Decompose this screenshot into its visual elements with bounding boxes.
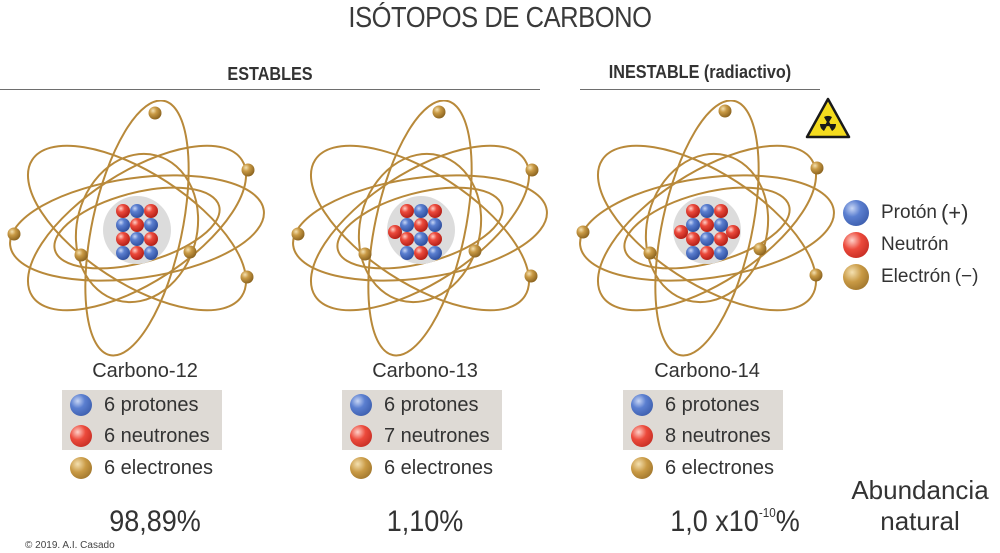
nucleus (674, 204, 740, 260)
particle-legend: Protón (+) Neutrón Electrón (−) (843, 197, 978, 293)
legend-neutron: Neutrón (843, 229, 978, 261)
page-title: ISÓTOPOS DE CARBONO (348, 2, 652, 34)
isotope-name-c14: Carbono-14 (654, 360, 760, 382)
legend-electron: Electrón (−) (843, 261, 978, 293)
abundance-c12: 98,89% (109, 505, 201, 538)
electron-icon (631, 457, 653, 479)
neutron-count-row: 8 neutrones (623, 421, 771, 451)
neutron-icon (843, 232, 869, 258)
atom-carbon-14-diagram (565, 100, 855, 360)
neutron-icon (70, 425, 92, 447)
electron-count-row: 6 electrones (342, 453, 493, 483)
isotope-name-c13: Carbono-13 (372, 360, 478, 382)
electron-icon (70, 457, 92, 479)
stable-divider (0, 89, 540, 90)
proton-icon (350, 394, 372, 416)
copyright-notice: © 2019. A.I. Casado (25, 540, 115, 551)
proton-icon (70, 394, 92, 416)
electron-icon (843, 264, 869, 290)
proton-icon (843, 200, 869, 226)
isotope-name-c12: Carbono-12 (92, 360, 198, 382)
proton-count-row: 6 protones (623, 390, 760, 420)
neutron-count-row: 6 neutrones (62, 421, 210, 451)
neutron-icon (631, 425, 653, 447)
unstable-divider (580, 89, 820, 90)
neutron-count-row: 7 neutrones (342, 421, 490, 451)
section-unstable-heading: INESTABLE (radiactivo) (608, 62, 792, 82)
electron-count-row: 6 electrones (62, 453, 213, 483)
proton-count-row: 6 protones (342, 390, 479, 420)
legend-proton: Protón (+) (843, 197, 978, 229)
proton-count-row: 6 protones (62, 390, 199, 420)
radiation-warning-icon (805, 97, 851, 139)
abundance-c14: 1,0 x10-10% (670, 505, 800, 538)
electron-icon (350, 457, 372, 479)
electron-count-row: 6 electrones (623, 453, 774, 483)
nucleus (116, 204, 158, 260)
abundance-label: Abundancia natural (851, 475, 989, 536)
nucleus (388, 204, 442, 260)
atom-carbon-13-diagram (280, 100, 570, 360)
atom-carbon-12-diagram (0, 100, 290, 360)
section-stable-heading: ESTABLES (227, 64, 313, 84)
proton-icon (631, 394, 653, 416)
neutron-icon (350, 425, 372, 447)
abundance-c13: 1,10% (386, 505, 464, 538)
